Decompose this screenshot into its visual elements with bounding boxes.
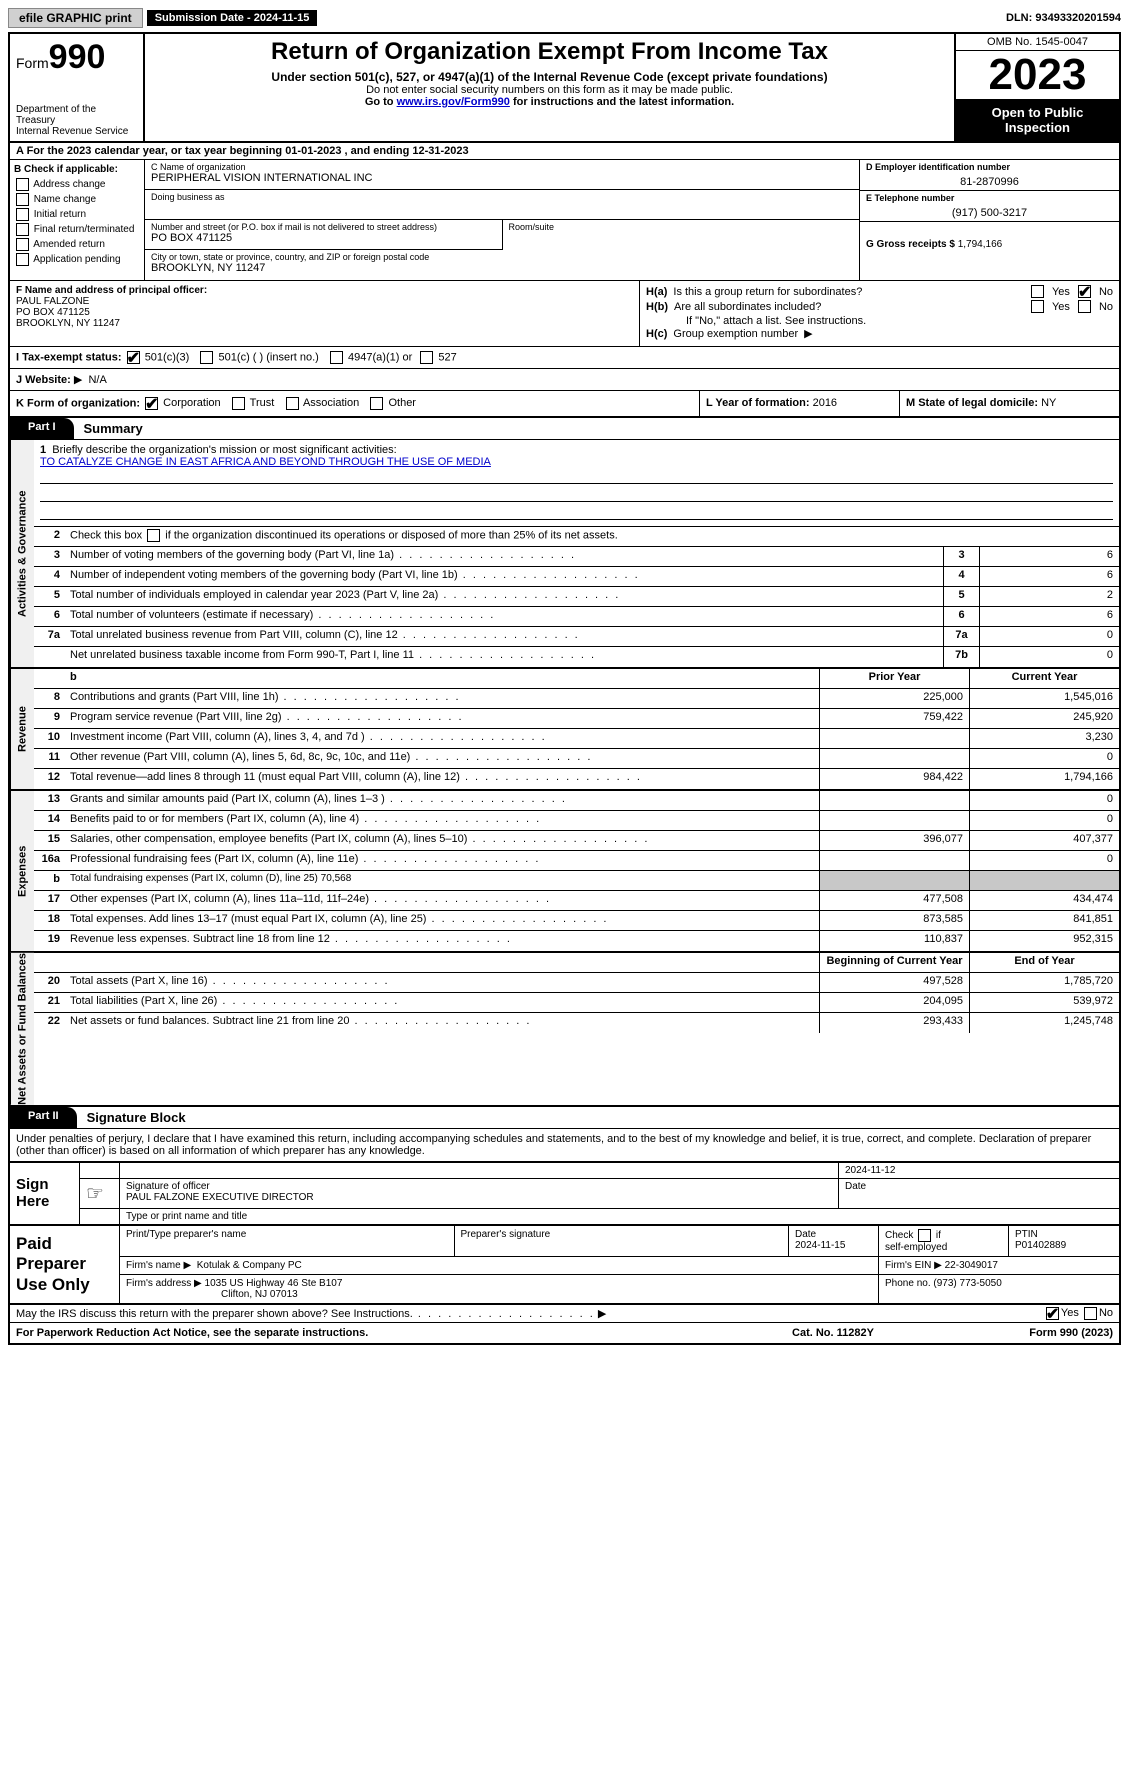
rowk-checkbox[interactable]: [370, 397, 383, 410]
org-name-cell: C Name of organization PERIPHERAL VISION…: [145, 160, 859, 190]
summary-line: bTotal fundraising expenses (Part IX, co…: [34, 871, 1119, 891]
part1-header: Part I Summary: [10, 418, 1119, 440]
summary-line: 21Total liabilities (Part X, line 26)204…: [34, 993, 1119, 1013]
efile-print-button[interactable]: efile GRAPHIC print: [8, 8, 143, 28]
colb-option[interactable]: Amended return: [14, 238, 140, 251]
discuss-no-checkbox[interactable]: [1084, 1307, 1097, 1320]
status-527-checkbox[interactable]: [420, 351, 433, 364]
rowk-checkbox[interactable]: [286, 397, 299, 410]
hb-yes-checkbox[interactable]: [1031, 300, 1044, 313]
col-current-year: Current Year: [969, 669, 1119, 688]
website-row: J Website: ▶ N/A: [10, 369, 1119, 390]
top-bar: efile GRAPHIC print Submission Date - 20…: [8, 8, 1121, 28]
self-employed-checkbox[interactable]: [918, 1229, 931, 1242]
tax-exempt-status: I Tax-exempt status: 501(c)(3) 501(c) ( …: [10, 347, 1119, 368]
form-of-org: K Form of organization: Corporation Trus…: [10, 391, 699, 416]
irs-link[interactable]: www.irs.gov/Form990: [397, 96, 510, 108]
tax-year: 2023: [956, 51, 1119, 99]
hb-no-checkbox[interactable]: [1078, 300, 1091, 313]
form-number: Form990: [16, 38, 137, 77]
summary-line: 5Total number of individuals employed in…: [34, 587, 1119, 607]
summary-line: 9Program service revenue (Part VIII, lin…: [34, 709, 1119, 729]
summary-line: 14Benefits paid to or for members (Part …: [34, 811, 1119, 831]
state-domicile: M State of legal domicile: NY: [899, 391, 1119, 416]
open-to-public: Open to Public Inspection: [956, 99, 1119, 141]
form-header: Form990 Department of the Treasury Inter…: [10, 34, 1119, 143]
summary-line: 11Other revenue (Part VIII, column (A), …: [34, 749, 1119, 769]
dln: DLN: 93493320201594: [1006, 12, 1121, 24]
row-a-tax-year: A For the 2023 calendar year, or tax yea…: [10, 143, 1119, 160]
summary-line: Net unrelated business taxable income fr…: [34, 647, 1119, 667]
ein-cell: D Employer identification number 81-2870…: [860, 160, 1119, 191]
footer: For Paperwork Reduction Act Notice, see …: [10, 1323, 1119, 1343]
colb-option[interactable]: Application pending: [14, 253, 140, 266]
discuss-yes-checkbox[interactable]: [1046, 1307, 1059, 1320]
gross-receipts-cell: G Gross receipts $ 1,794,166: [860, 222, 1119, 252]
line2-discontinued: Check this box if the organization disco…: [66, 527, 1119, 546]
year-formation: L Year of formation: 2016: [699, 391, 899, 416]
mission-label: Briefly describe the organization's miss…: [52, 444, 396, 456]
summary-line: 12Total revenue—add lines 8 through 11 (…: [34, 769, 1119, 789]
mission-text: TO CATALYZE CHANGE IN EAST AFRICA AND BE…: [40, 456, 1113, 468]
summary-line: 6Total number of volunteers (estimate if…: [34, 607, 1119, 627]
part2-header: Part II Signature Block: [10, 1107, 1119, 1129]
dba-cell: Doing business as: [145, 190, 859, 220]
summary-line: 17Other expenses (Part IX, column (A), l…: [34, 891, 1119, 911]
group-return-section: H(a)Is this a group return for subordina…: [639, 281, 1119, 346]
ha-yes-checkbox[interactable]: [1031, 285, 1044, 298]
vtab-activities: Activities & Governance: [10, 440, 34, 667]
colb-option[interactable]: Name change: [14, 193, 140, 206]
summary-line: 4Number of independent voting members of…: [34, 567, 1119, 587]
summary-line: 18Total expenses. Add lines 13–17 (must …: [34, 911, 1119, 931]
ha-no-checkbox[interactable]: [1078, 285, 1091, 298]
vtab-net-assets: Net Assets or Fund Balances: [10, 953, 34, 1105]
vtab-expenses: Expenses: [10, 791, 34, 951]
form-title: Return of Organization Exempt From Incom…: [153, 38, 946, 66]
phone-cell: E Telephone number (917) 500-3217: [860, 191, 1119, 222]
hc-label: Group exemption number: [673, 328, 798, 340]
rowk-checkbox[interactable]: [145, 397, 158, 410]
omb-number: OMB No. 1545-0047: [956, 34, 1119, 51]
colb-option[interactable]: Address change: [14, 178, 140, 191]
principal-officer: F Name and address of principal officer:…: [10, 281, 639, 346]
col-begin-year: Beginning of Current Year: [819, 953, 969, 972]
vtab-revenue: Revenue: [10, 669, 34, 789]
discuss-row: May the IRS discuss this return with the…: [10, 1305, 1119, 1323]
colb-option[interactable]: Initial return: [14, 208, 140, 221]
col-prior-year: Prior Year: [819, 669, 969, 688]
form-990: Form990 Department of the Treasury Inter…: [8, 32, 1121, 1345]
hb-note: If "No," attach a list. See instructions…: [646, 315, 1113, 327]
rowk-checkbox[interactable]: [232, 397, 245, 410]
col-b-check-applicable: B Check if applicable: Address change Na…: [10, 160, 145, 280]
status-4947-checkbox[interactable]: [330, 351, 343, 364]
summary-line: 10Investment income (Part VIII, column (…: [34, 729, 1119, 749]
ha-question: Is this a group return for subordinates?: [673, 286, 1023, 298]
dept-treasury: Department of the Treasury Internal Reve…: [16, 104, 137, 137]
penalty-statement: Under penalties of perjury, I declare th…: [10, 1129, 1119, 1162]
col-end-year: End of Year: [969, 953, 1119, 972]
hb-question: Are all subordinates included?: [674, 301, 1023, 313]
summary-line: 16aProfessional fundraising fees (Part I…: [34, 851, 1119, 871]
colb-option[interactable]: Final return/terminated: [14, 223, 140, 236]
sign-here-section: Sign Here 2024-11-12 ☞ Signature of offi…: [10, 1162, 1119, 1226]
summary-line: 7aTotal unrelated business revenue from …: [34, 627, 1119, 647]
status-501c-checkbox[interactable]: [200, 351, 213, 364]
summary-line: 20Total assets (Part X, line 16)497,5281…: [34, 973, 1119, 993]
summary-line: 8Contributions and grants (Part VIII, li…: [34, 689, 1119, 709]
header-sub3: Go to www.irs.gov/Form990 for instructio…: [153, 96, 946, 108]
summary-line: 22Net assets or fund balances. Subtract …: [34, 1013, 1119, 1033]
summary-line: 3Number of voting members of the governi…: [34, 547, 1119, 567]
header-sub2: Do not enter social security numbers on …: [153, 84, 946, 96]
room-cell: Room/suite: [502, 220, 860, 250]
submission-date: Submission Date - 2024-11-15: [147, 10, 318, 26]
header-sub1: Under section 501(c), 527, or 4947(a)(1)…: [153, 70, 946, 84]
summary-line: 15Salaries, other compensation, employee…: [34, 831, 1119, 851]
status-501c3-checkbox[interactable]: [127, 351, 140, 364]
discontinued-checkbox[interactable]: [147, 529, 160, 542]
summary-line: 13Grants and similar amounts paid (Part …: [34, 791, 1119, 811]
street-cell: Number and street (or P.O. box if mail i…: [145, 220, 502, 250]
paid-preparer-section: Paid Preparer Use Only Print/Type prepar…: [10, 1226, 1119, 1305]
city-cell: City or town, state or province, country…: [145, 250, 859, 280]
summary-line: 19Revenue less expenses. Subtract line 1…: [34, 931, 1119, 951]
